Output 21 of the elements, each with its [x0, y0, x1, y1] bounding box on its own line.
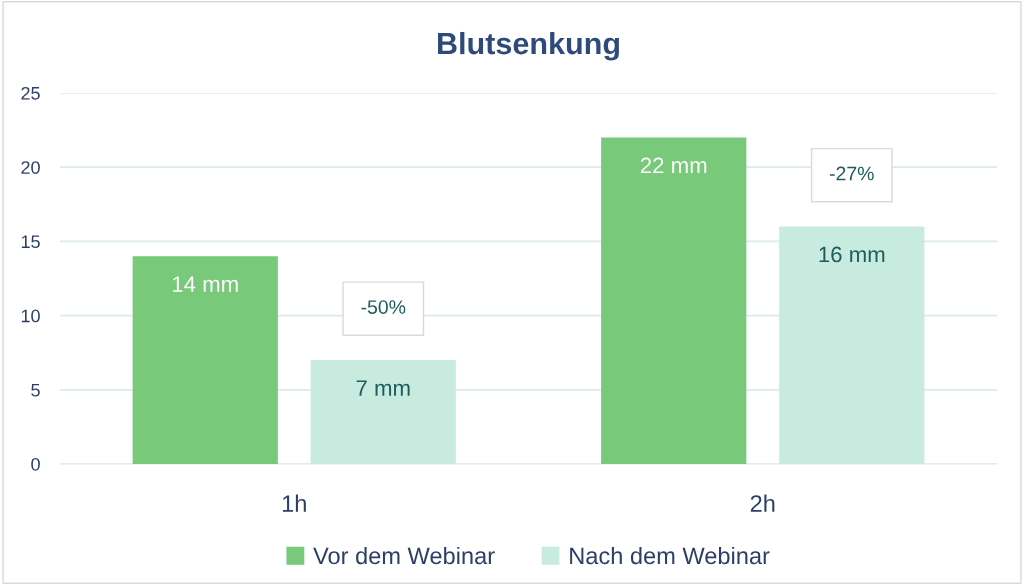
y-tick-label: 25: [21, 86, 40, 100]
data-label: 16 mm: [819, 246, 885, 263]
annotation: -27%: [829, 166, 874, 181]
data-label: 7 mm: [356, 380, 410, 396]
legend-label: Vor dem Webinar: [313, 546, 495, 565]
y-tick-label: 20: [21, 161, 40, 174]
y-tick-label: 5: [31, 383, 40, 397]
data-label: 22 mm: [640, 157, 707, 174]
y-tick-label: 15: [21, 235, 40, 249]
annotation: -50%: [361, 300, 406, 314]
y-tick-label: 0: [31, 457, 40, 471]
y-tick-label: 10: [21, 309, 40, 323]
x-tick-label: 2h: [750, 494, 775, 512]
legend-label: Nach dem Webinar: [570, 546, 770, 565]
x-tick-label: 1h: [282, 494, 306, 512]
chart-title: Blutsenkung: [438, 31, 619, 61]
bar: [132, 256, 278, 464]
data-label: 14 mm: [172, 276, 238, 292]
bar: [601, 137, 747, 464]
bar: [310, 360, 456, 464]
bar: [779, 226, 925, 464]
